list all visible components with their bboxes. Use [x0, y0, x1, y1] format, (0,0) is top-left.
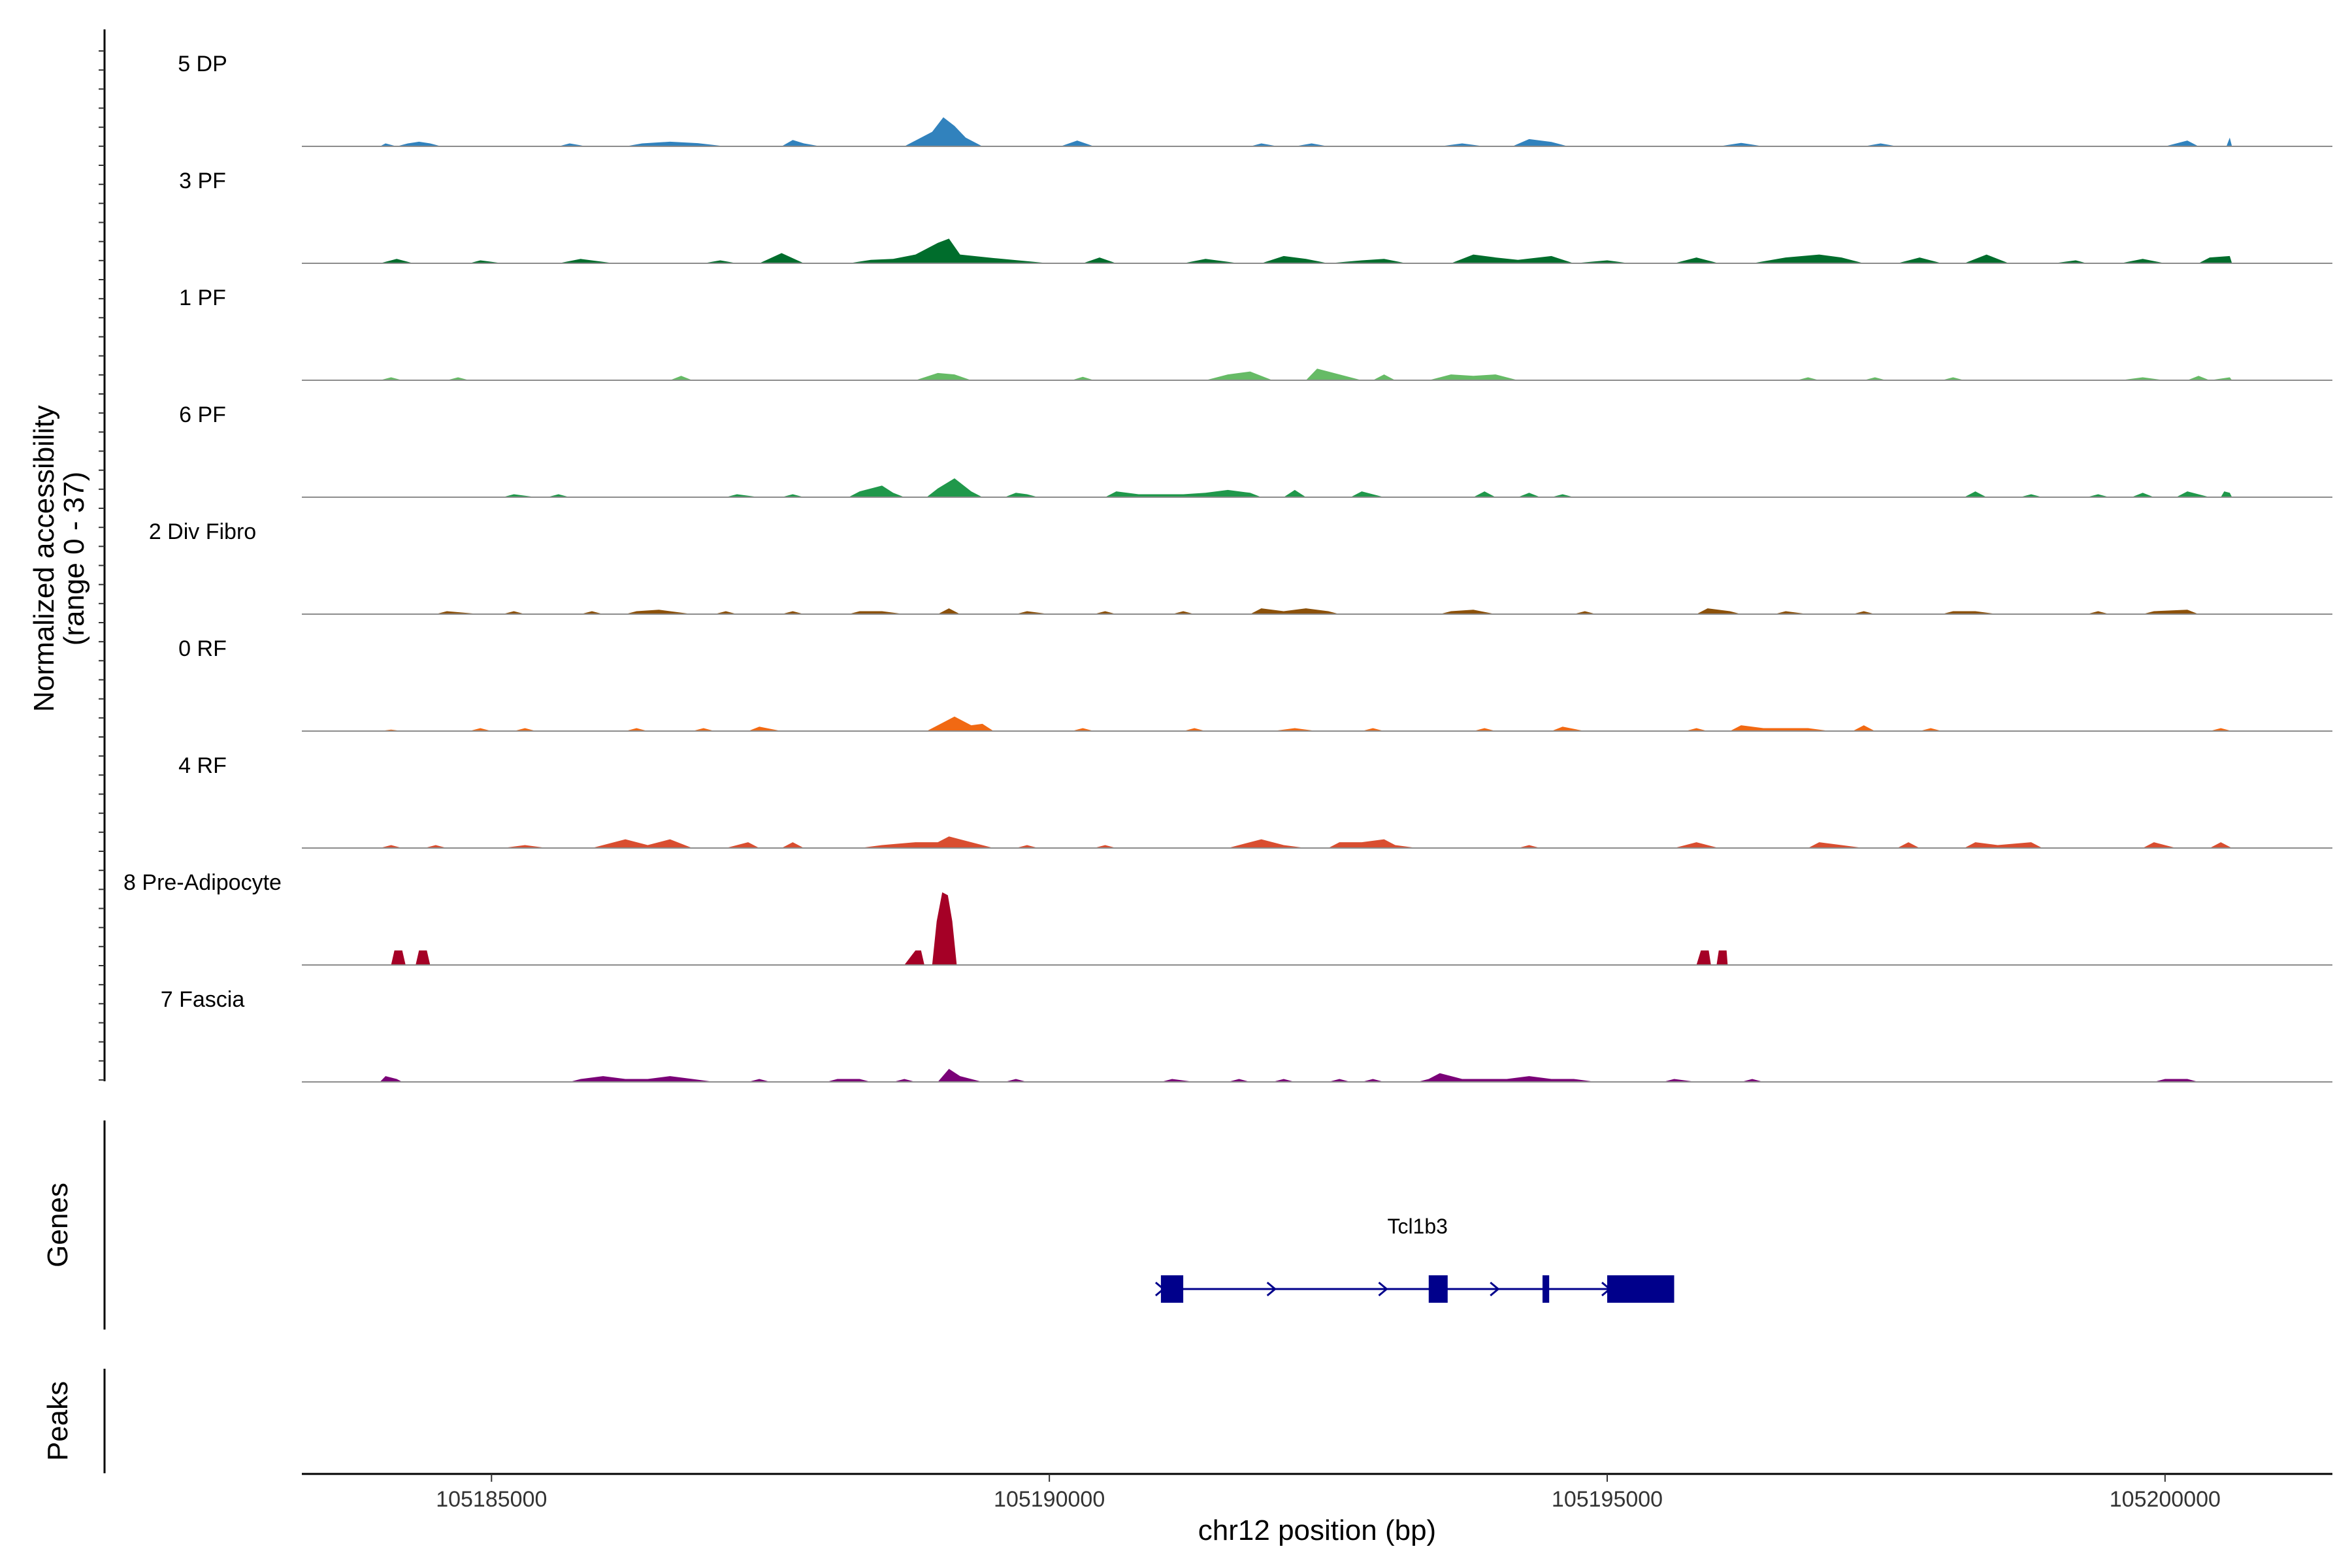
x-axis-tick-label: 105185000: [436, 1487, 547, 1512]
gene-model: [1154, 1275, 1674, 1303]
peaks-panel: Peaks: [42, 1369, 106, 1473]
track-0-rf: 0 RF: [178, 636, 2332, 732]
track-1-pf: 1 PF: [179, 286, 2332, 381]
y-axis: Normalized accessibility (range 0 - 37): [28, 29, 106, 1081]
y-axis-ticks: [99, 50, 105, 1081]
x-axis-ticks: 105185000 105190000 105195000 105200000: [436, 1474, 2221, 1512]
track-label-4-rf: 4 RF: [178, 753, 227, 778]
track-area-2-div-fibro: [380, 608, 2199, 614]
track-label-1-pf: 1 PF: [179, 286, 226, 310]
track-3-pf: 3 PF: [179, 169, 2332, 264]
track-area-1-pf: [380, 368, 2232, 380]
x-axis: 105185000 105190000 105195000 105200000 chr…: [302, 1473, 2332, 1546]
track-5-dp: 5 DP: [178, 52, 2332, 147]
gene-strand-arrow: [1266, 1281, 1277, 1297]
gene-strand-arrow: [1378, 1281, 1388, 1297]
coverage-tracks: 5 DP 3 PF 1 PF 6 PF 2 Div Fibro 0 RF 4 RF 8 Pre…: [123, 52, 2332, 1083]
gene-exon: [1543, 1275, 1550, 1303]
y-axis-title-line1: Normalized accessibility: [28, 405, 60, 711]
genes-panel-label: Genes: [42, 1183, 74, 1267]
x-axis-tick-label: 105190000: [994, 1487, 1105, 1512]
track-4-rf: 4 RF: [178, 753, 2332, 849]
track-6-pf: 6 PF: [179, 402, 2332, 498]
track-label-0-rf: 0 RF: [178, 636, 227, 661]
track-label-2-div-fibro: 2 Div Fibro: [149, 519, 256, 544]
x-axis-tick-label: 105200000: [2110, 1487, 2221, 1512]
track-2-div-fibro: 2 Div Fibro: [149, 519, 2332, 615]
genes-panel: Genes Tcl1b3: [42, 1120, 1674, 1330]
track-area-3-pf: [380, 238, 2232, 263]
x-axis-title: chr12 position (bp): [1198, 1514, 1436, 1546]
gene-exon: [1428, 1275, 1448, 1303]
gene-exon: [1160, 1275, 1184, 1303]
track-area-8-pre-adipocyte: [380, 892, 1728, 965]
gene-exon: [1607, 1275, 1674, 1303]
y-axis-title-line2: (range 0 - 37): [58, 472, 90, 646]
track-label-6-pf: 6 PF: [179, 402, 226, 427]
track-area-5-dp: [380, 117, 2232, 146]
gene-label: Tcl1b3: [1387, 1215, 1448, 1238]
x-axis-tick-label: 105195000: [1552, 1487, 1663, 1512]
gene-strand-arrow: [1490, 1281, 1500, 1297]
track-label-3-pf: 3 PF: [179, 169, 226, 193]
track-area-0-rf: [380, 716, 2232, 731]
track-label-5-dp: 5 DP: [178, 52, 227, 76]
track-8-pre-adipocyte: 8 Pre-Adipocyte: [123, 870, 2332, 966]
track-7-fascia: 7 Fascia: [161, 987, 2332, 1083]
track-area-4-rf: [380, 836, 2232, 848]
track-label-7-fascia: 7 Fascia: [161, 987, 245, 1012]
track-area-7-fascia: [380, 1069, 2199, 1082]
track-label-8-pre-adipocyte: 8 Pre-Adipocyte: [123, 870, 282, 895]
track-area-6-pf: [380, 478, 2232, 497]
peaks-panel-label: Peaks: [42, 1381, 74, 1461]
